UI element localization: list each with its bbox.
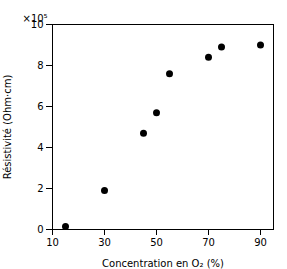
svg-text:2: 2 — [37, 183, 43, 194]
svg-text:10: 10 — [46, 237, 59, 248]
svg-text:Résistivité (Ohm·cm): Résistivité (Ohm·cm) — [2, 75, 13, 180]
svg-text:70: 70 — [202, 237, 215, 248]
svg-text:90: 90 — [254, 237, 267, 248]
svg-text:8: 8 — [37, 60, 43, 71]
svg-text:×10⁵: ×10⁵ — [23, 13, 48, 24]
svg-text:0: 0 — [37, 224, 43, 235]
svg-text:6: 6 — [37, 101, 43, 112]
svg-text:50: 50 — [150, 237, 163, 248]
svg-text:Concentration en O₂ (%): Concentration en O₂ (%) — [102, 258, 224, 269]
svg-text:4: 4 — [37, 142, 43, 153]
svg-text:30: 30 — [98, 237, 111, 248]
